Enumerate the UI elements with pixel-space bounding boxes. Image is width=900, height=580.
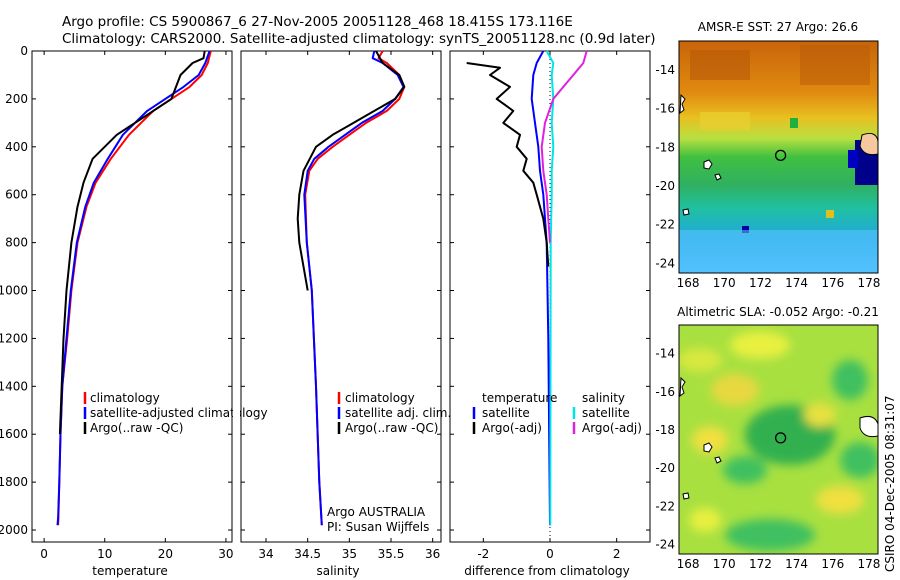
- legend-label-satellite: satellite adj. clim.: [345, 406, 451, 420]
- y-tick-label: 2000: [0, 523, 28, 537]
- y-tick-label: 200: [5, 92, 28, 106]
- series-satellite-adjusted-climatology: [56, 50, 211, 526]
- argo-position-marker: [774, 149, 787, 162]
- sst-map-title: AMSR-E SST: 27 Argo: 26.6: [698, 20, 858, 34]
- x-tick-label: 30: [218, 547, 233, 561]
- map-x-tick-label: 178: [858, 276, 881, 290]
- difference-legend: temperature salinity satellite Argo(-adj…: [472, 391, 642, 435]
- x-tick-label: 35: [342, 547, 357, 561]
- title-line-2: Climatology: CARS2000. Satellite-adjuste…: [62, 31, 655, 47]
- salinity-panel: [240, 50, 442, 543]
- map-x-tick-label: 174: [785, 557, 808, 571]
- map-x-tick-label: 170: [713, 276, 736, 290]
- series-layer: [56, 50, 588, 526]
- map-y-tick-label: -24: [655, 256, 675, 270]
- map-y-tick-label: -14: [655, 63, 675, 77]
- map-y-tick-label: -22: [655, 499, 675, 513]
- legend-title-temperature: temperature: [482, 391, 557, 405]
- salinity-legend: climatology satellite adj. clim. Argo(..…: [337, 391, 451, 435]
- y-tick-label: 1400: [0, 379, 28, 393]
- x-tick-label: 34: [258, 547, 273, 561]
- legend-label-climatology: climatology: [345, 391, 415, 405]
- y-tick-label: 600: [5, 188, 28, 202]
- temperature-legend: climatology satellite-adjusted climatolo…: [83, 391, 268, 435]
- temperature-panel: [31, 50, 233, 543]
- series-temperature-satellite: [530, 50, 551, 526]
- map-y-tick-label: -24: [655, 537, 675, 551]
- map-y-tick-label: -18: [655, 140, 675, 154]
- x-tick-label: 10: [97, 547, 112, 561]
- y-tick-label: 1000: [0, 284, 28, 298]
- map-x-tick-label: 178: [858, 557, 881, 571]
- x-tick-label: -2: [477, 547, 489, 561]
- sst-map-frame: [678, 40, 879, 274]
- legend-label-climatology: climatology: [90, 391, 160, 405]
- series-argo-raw-qc-: [296, 50, 406, 291]
- series-temperature-argo-adj-: [466, 62, 550, 267]
- map-x-tick-label: 172: [749, 276, 772, 290]
- map-y-tick-label: -16: [655, 102, 675, 116]
- credit-label: CSIRO 04-Dec-2005 08:31:07: [883, 395, 897, 572]
- x-tick-label: 35.5: [378, 547, 405, 561]
- title-line-1: Argo profile: CS 5900867_6 27-Nov-2005 2…: [62, 14, 573, 30]
- map-y-tick-label: -20: [655, 461, 675, 475]
- y-tick-label: 1600: [0, 427, 28, 441]
- map-x-tick-label: 176: [821, 557, 844, 571]
- x-tick-label: 20: [158, 547, 173, 561]
- sla-map-field: [679, 325, 878, 554]
- legend-label-temp-satellite: satellite: [482, 406, 530, 420]
- salinity-xlabel: salinity: [316, 564, 359, 578]
- y-tick-label: 400: [5, 140, 28, 154]
- legend-label-sal-argo: Argo(-adj): [582, 421, 642, 435]
- y-tick-label: 800: [5, 236, 28, 250]
- map-x-tick-label: 176: [821, 276, 844, 290]
- legend-title-salinity: salinity: [582, 391, 625, 405]
- map-x-tick-label: 174: [785, 276, 808, 290]
- map-y-tick-label: -14: [655, 347, 675, 361]
- argo-program-label: Argo AUSTRALIA: [327, 505, 426, 519]
- x-tick-label: 34.5: [294, 547, 321, 561]
- y-tick-label: 0: [20, 44, 28, 58]
- legend-label-satellite: satellite-adjusted climatology: [90, 406, 268, 420]
- sla-map-title: Altimetric SLA: -0.052 Argo: -0.21: [677, 305, 879, 319]
- x-tick-label: 0: [40, 547, 48, 561]
- map-y-tick-label: -16: [655, 385, 675, 399]
- sla-map-frame: [678, 324, 879, 555]
- map-y-tick-label: -18: [655, 423, 675, 437]
- pi-label: PI: Susan Wijffels: [327, 520, 429, 534]
- legend-label-argo: Argo(..raw -QC): [345, 421, 438, 435]
- x-tick-label: 36: [425, 547, 440, 561]
- x-tick-label: 0: [546, 547, 554, 561]
- series-salinity-argo-adj-: [540, 50, 588, 243]
- difference-xlabel: difference from climatology: [464, 564, 630, 578]
- y-tick-label: 1200: [0, 331, 28, 345]
- series-argo-raw-qc-: [58, 50, 206, 435]
- temperature-xlabel: temperature: [92, 564, 167, 578]
- legend-label-sal-satellite: satellite: [582, 406, 630, 420]
- map-x-tick-label: 172: [749, 557, 772, 571]
- x-tick-label: 2: [613, 547, 621, 561]
- map-y-tick-label: -22: [655, 218, 675, 232]
- map-x-tick-label: 170: [713, 557, 736, 571]
- sst-map-field: [679, 41, 878, 273]
- map-x-tick-label: 168: [677, 557, 700, 571]
- y-tick-label: 1800: [0, 475, 28, 489]
- legend-label-argo: Argo(..raw -QC): [90, 421, 183, 435]
- legend-label-temp-argo: Argo(-adj): [482, 421, 542, 435]
- map-y-tick-label: -20: [655, 179, 675, 193]
- series-salinity-satellite: [545, 50, 555, 526]
- argo-position-marker: [774, 432, 787, 444]
- map-x-tick-label: 168: [677, 276, 700, 290]
